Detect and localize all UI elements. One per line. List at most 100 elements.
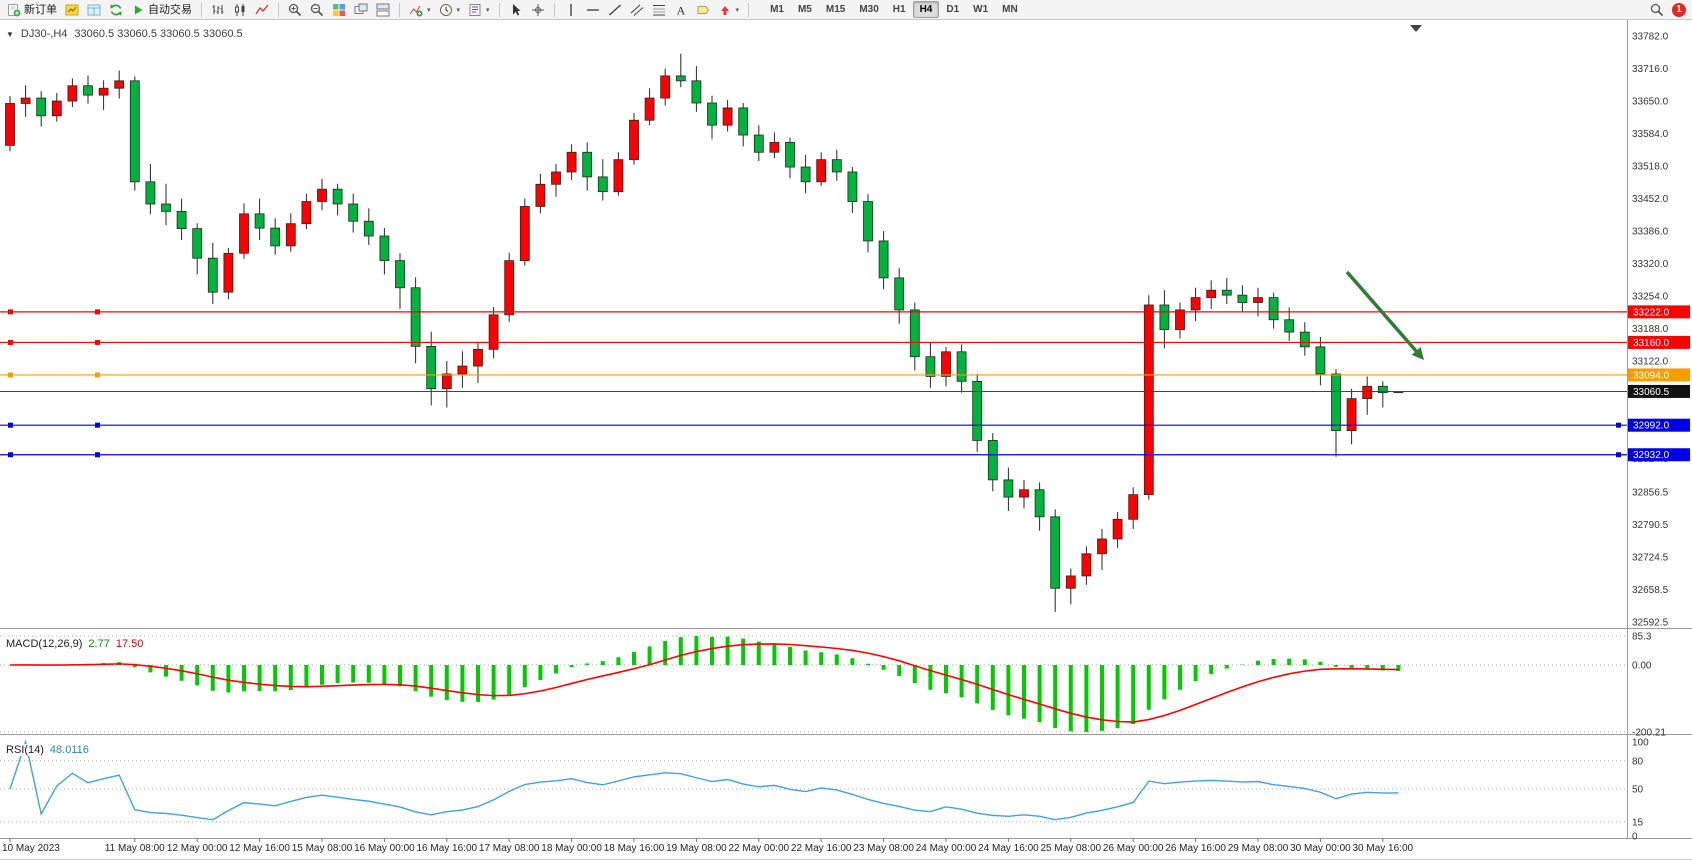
price-box-label: 33160.0 [1633, 338, 1670, 349]
autotrading-button[interactable]: 自动交易 [128, 1, 195, 19]
zoom-out-button[interactable] [307, 1, 327, 19]
time-label: 22 May 16:00 [791, 843, 852, 854]
timeframe-h1-button[interactable]: H1 [892, 4, 906, 15]
timeframe-m1-button[interactable]: M1 [770, 4, 784, 15]
price-tick-label: 33386.0 [1632, 227, 1669, 238]
toolbar-buttons: 新订单 自动交易 ▾ ▾ ▾ A ▾ M1 M5 M15 M30 H1 H4 D1 W1 MN [4, 1, 1025, 19]
price-box-label: 33222.0 [1633, 307, 1670, 318]
templates-button[interactable]: ▾ [465, 1, 493, 19]
price-box-label: 33060.5 [1633, 387, 1670, 398]
timeframe-d1-button[interactable]: D1 [946, 4, 960, 15]
line-chart-icon [255, 4, 269, 14]
line-chart-button[interactable] [252, 1, 272, 19]
time-label: 26 May 00:00 [1103, 843, 1164, 854]
rsi-value: 48.0116 [49, 744, 89, 756]
time-label: 29 May 08:00 [1228, 843, 1289, 854]
timeframe-w1-button[interactable]: W1 [973, 4, 989, 15]
time-label: 26 May 16:00 [1165, 843, 1226, 854]
time-label: 11 May 08:00 [105, 843, 165, 854]
label-button[interactable] [693, 1, 713, 19]
hline-handle[interactable] [8, 309, 13, 315]
price-box-label: 32992.0 [1633, 421, 1670, 432]
new-order-button-label: 新订单 [24, 3, 57, 16]
hline-handle[interactable] [1616, 422, 1621, 428]
market-watch-button[interactable] [62, 1, 82, 19]
hline-handle[interactable] [8, 372, 13, 378]
time-label: 24 May 16:00 [978, 843, 1039, 854]
vertical-line-button[interactable] [561, 1, 581, 19]
bar-chart-button[interactable] [208, 1, 228, 19]
notification-badge[interactable]: 1 [1672, 2, 1686, 17]
macd-indicator-label: MACD(12,26,9) 2.77 17.50 [6, 638, 144, 650]
time-label: 22 May 00:00 [728, 843, 789, 854]
candles [5, 53, 1404, 612]
horizontal-line-button[interactable] [583, 1, 603, 19]
zoom-in-button[interactable] [285, 1, 305, 19]
time-label: 17 May 08:00 [479, 843, 540, 854]
timeframe-m30-button[interactable]: M30 [859, 4, 879, 15]
hline-handle[interactable] [8, 339, 13, 345]
timeframe-mn-button[interactable]: MN [1002, 4, 1018, 15]
hline-handle[interactable] [95, 372, 100, 378]
channel-button[interactable] [627, 1, 647, 19]
cursor-button[interactable] [506, 1, 526, 19]
trendline-button[interactable] [605, 1, 625, 19]
hline-handle[interactable] [95, 422, 100, 428]
cascade-windows-button[interactable] [351, 1, 371, 19]
channel-icon [630, 4, 643, 16]
price-tick-label: 32790.5 [1632, 520, 1669, 531]
refresh-icon [110, 3, 122, 16]
refresh-button[interactable] [106, 1, 126, 19]
tile-icon [333, 3, 345, 16]
hline-handle[interactable] [8, 422, 13, 428]
chart-canvas[interactable]: 33782.0 33716.0 33650.0 33584.0 33518.0 33452… [0, 20, 1692, 860]
time-label: 19 May 08:00 [666, 843, 727, 854]
arrange-windows-button[interactable] [373, 1, 393, 19]
market-watch-icon [65, 4, 79, 15]
timeframe-m5-button[interactable]: M5 [797, 4, 812, 15]
hline-handle[interactable] [8, 452, 13, 458]
fibonacci-button[interactable] [649, 1, 669, 19]
dropdown-caret-icon: ▾ [735, 6, 740, 14]
search-button[interactable] [1647, 1, 1667, 19]
periods-button[interactable]: ▾ [436, 1, 464, 19]
macd-signal-line [9, 643, 1399, 723]
tline-icon [608, 3, 621, 16]
toolbar: 新订单 自动交易 ▾ ▾ ▾ A ▾ M1 M5 M15 M30 H1 H4 D1 W1 MN 1 [0, 0, 1692, 20]
arrange-icon [376, 3, 390, 16]
text-button[interactable]: A [671, 1, 691, 19]
dropdown-caret-icon: ▾ [456, 6, 461, 14]
macd-value: 2.77 [88, 638, 110, 650]
data-window-button[interactable] [84, 1, 104, 19]
time-label: 12 May 00:00 [167, 843, 228, 854]
ohlc-values: 33060.5 33060.5 33060.5 33060.5 [74, 28, 243, 40]
candlestick-chart-button[interactable] [230, 1, 250, 19]
time-label: 30 May 00:00 [1290, 843, 1351, 854]
trend-arrow-head[interactable] [1411, 347, 1424, 360]
hline-objects [0, 309, 1627, 458]
candlestick-icon [235, 3, 245, 16]
time-label: 10 May 2023 [2, 843, 60, 854]
arrows-button[interactable]: ▾ [715, 1, 743, 19]
tile-windows-button[interactable] [329, 1, 349, 19]
macd-axis-label: -200.21 [1632, 728, 1666, 739]
indicators-button[interactable]: ▾ [406, 1, 434, 19]
time-label: 24 May 00:00 [916, 843, 977, 854]
chart-frame [0, 20, 1692, 860]
new-order-button[interactable]: 新订单 [4, 1, 60, 19]
time-label: 23 May 08:00 [853, 843, 914, 854]
rsi-indicator-label: RSI(14) 48.0116 [6, 744, 89, 756]
trend-arrow[interactable] [1345, 270, 1418, 353]
chart-dropdown-icon[interactable]: ▼ [6, 29, 14, 39]
timeframe-m15-button[interactable]: M15 [825, 4, 846, 15]
crosshair-button[interactable] [528, 1, 548, 19]
hline-handle[interactable] [1616, 452, 1621, 458]
chart-shift-marker[interactable] [1410, 25, 1422, 32]
hline-handle[interactable] [95, 339, 100, 345]
chart-title: ▼ DJ30-,H4 33060.5 33060.5 33060.5 33060… [6, 28, 243, 40]
cascade-icon [354, 3, 368, 14]
cursor-icon [512, 3, 521, 16]
timeframe-h4-button[interactable]: H4 [912, 1, 940, 18]
hline-handle[interactable] [95, 452, 100, 458]
hline-handle[interactable] [95, 309, 100, 315]
